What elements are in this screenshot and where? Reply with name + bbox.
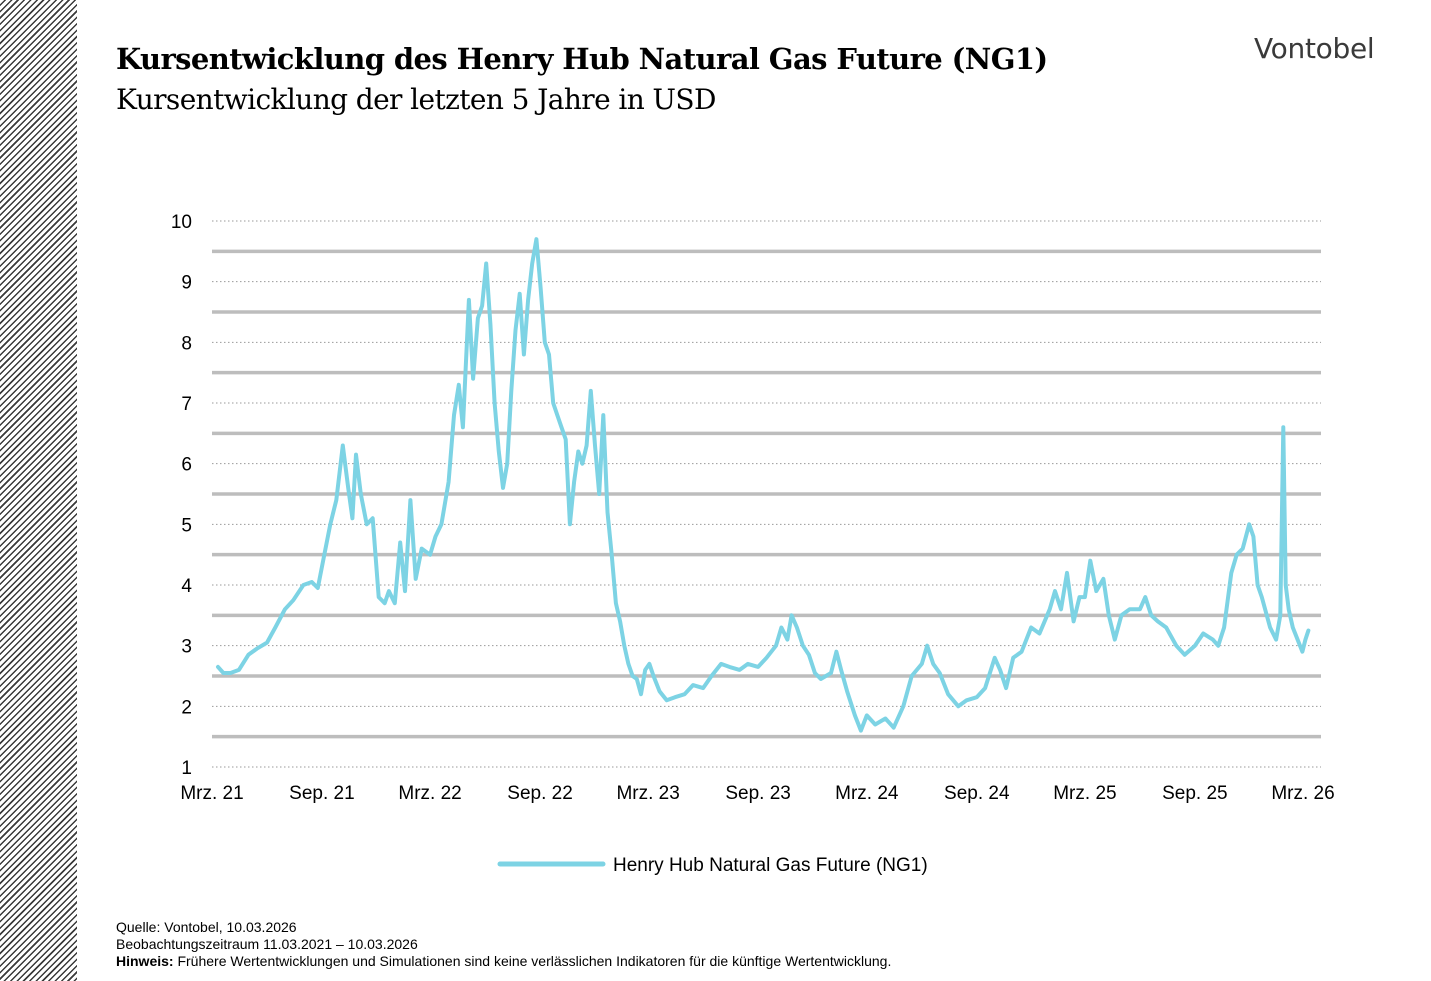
y-tick-label: 3 [181, 637, 192, 658]
page-title: Kursentwicklung des Henry Hub Natural Ga… [116, 42, 1048, 76]
footer-note-label: Hinweis: [116, 953, 174, 969]
x-axis-ticks: Mrz. 21 Sep. 21 Mrz. 22 Sep. 22 Mrz. 23 Sep. … [180, 783, 1334, 804]
y-tick-label: 4 [181, 576, 192, 597]
vontobel-logo: Vontobel [1254, 32, 1375, 65]
footer-source: Quelle: Vontobel, 10.03.2026 [116, 919, 297, 935]
x-tick-label: Mrz. 21 [180, 783, 243, 804]
hatched-side-bar [0, 0, 77, 981]
page-subtitle: Kursentwicklung der letzten 5 Jahre in U… [116, 83, 716, 116]
x-tick-label: Sep. 24 [944, 783, 1010, 804]
y-tick-label: 7 [181, 394, 192, 415]
x-tick-label: Sep. 21 [289, 783, 355, 804]
series-line [216, 237, 1311, 733]
y-tick-label: 6 [181, 455, 192, 476]
footer-note-text: Frühere Wertentwicklungen und Simulation… [173, 953, 892, 969]
y-tick-label: 8 [181, 333, 192, 354]
footer-notes: Quelle: Vontobel, 10.03.2026 Beobachtung… [116, 919, 891, 970]
x-tick-label: Mrz. 25 [1053, 783, 1116, 804]
x-tick-label: Sep. 25 [1162, 783, 1228, 804]
y-tick-label: 1 [181, 758, 192, 779]
y-tick-label: 10 [171, 212, 192, 233]
chart-series [216, 237, 1311, 733]
y-tick-label: 9 [181, 273, 192, 294]
chart-legend: Henry Hub Natural Gas Future (NG1) [497, 855, 928, 876]
y-tick-label: 2 [181, 697, 192, 718]
x-tick-label: Mrz. 24 [835, 783, 899, 804]
x-tick-label: Mrz. 26 [1271, 783, 1334, 804]
footer-note: Hinweis: Frühere Wertentwicklungen und S… [116, 953, 891, 970]
chart-grid [212, 220, 1321, 768]
y-tick-label: 5 [181, 515, 192, 536]
footer-period: Beobachtungszeitraum 11.03.2021 – 10.03.… [116, 936, 418, 952]
legend-label: Henry Hub Natural Gas Future (NG1) [613, 855, 928, 876]
x-tick-label: Sep. 22 [507, 783, 573, 804]
x-tick-label: Mrz. 23 [616, 783, 679, 804]
x-tick-label: Mrz. 22 [398, 783, 461, 804]
y-axis-ticks: 1 2 3 4 5 6 7 8 9 10 [171, 212, 193, 779]
x-tick-label: Sep. 23 [725, 783, 791, 804]
